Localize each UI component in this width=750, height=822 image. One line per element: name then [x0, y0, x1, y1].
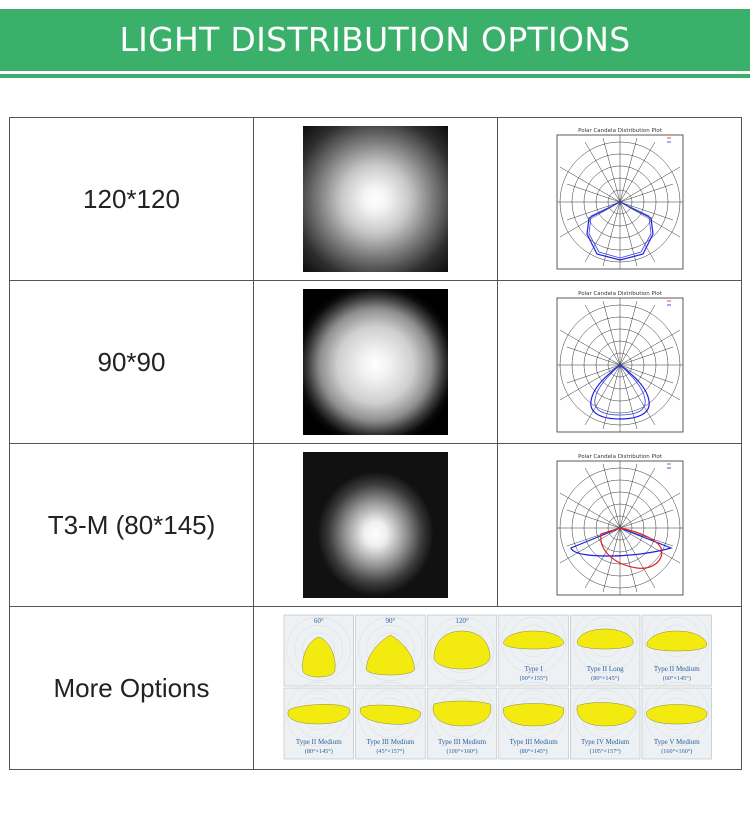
thumbnail-heading: Type V Medium: [653, 738, 699, 746]
thumbnail-caption: (90°×155°): [519, 675, 547, 682]
thumbnail-heading: 120°: [455, 617, 469, 625]
option-label: 120*120: [83, 183, 180, 214]
distribution-thumbnail: Type III Medium (45°×157°): [354, 681, 425, 760]
thumbnail-heading: 90°: [385, 617, 395, 625]
polar-plot-title: Polar Candela Distribution Plot: [578, 454, 663, 460]
distribution-lobe: [645, 704, 707, 725]
distribution-thumbnail: Type I (90°×155°): [498, 614, 569, 687]
more-options-grid: 60° 90° 120° Type I (90°×155°) Type II Long (8…: [283, 614, 713, 762]
distribution-thumbnail: 90°: [354, 614, 425, 687]
thumbnail-heading: Type IV Medium: [581, 738, 630, 746]
thumbnail-caption: (80°×145°): [519, 748, 547, 755]
distribution-lobe: [432, 700, 491, 727]
thumbnail-caption: (45°×157°): [376, 748, 404, 755]
distribution-lobe: [287, 704, 350, 725]
distribution-thumbnail: Type IV Medium (105°×157°): [569, 681, 640, 760]
beam-image-cell: [253, 280, 498, 444]
polar-plot-svg: Polar Candela Distribution Plot: [556, 291, 683, 433]
distribution-thumbnail: 120°: [426, 614, 497, 687]
distribution-thumbnail: Type V Medium (160°×160°): [641, 681, 712, 760]
header-banner: LIGHT DISTRIBUTION OPTIONS: [0, 9, 750, 71]
option-label-cell: 120*120: [9, 117, 254, 281]
thumbnail-heading: Type II Medium: [295, 738, 341, 746]
distribution-thumbnail: Type II Long (80°×145°): [569, 614, 640, 687]
distribution-lobe: [502, 630, 564, 650]
option-label: T3-M (80*145): [47, 509, 216, 540]
distribution-lobe: [502, 703, 564, 727]
table-row: T3-M (80*145) Polar Candela Distribution…: [9, 443, 742, 607]
distribution-thumbnail: Type III Medium (100°×160°): [426, 681, 497, 760]
polar-plot-svg: Polar Candela Distribution Plot: [556, 454, 683, 596]
thumbnail-caption: (160°×160°): [661, 748, 692, 755]
polar-plot-cell: Polar Candela Distribution Plot: [497, 280, 742, 444]
table-row: 90*90 Polar Candela Distribution Plot: [9, 280, 742, 444]
distribution-thumbnail: Type III Medium (80°×145°): [498, 681, 569, 760]
thumbnail-caption: (105°×157°): [589, 748, 620, 755]
header-divider: [0, 74, 750, 78]
polar-plot: Polar Candela Distribution Plot: [549, 126, 691, 272]
page-title: LIGHT DISTRIBUTION OPTIONS: [119, 20, 631, 59]
option-label: More Options: [53, 672, 210, 703]
thumbnail-heading: Type II Long: [586, 665, 623, 673]
distribution-lobe: [365, 634, 415, 676]
beam-image-cell: [253, 443, 498, 607]
thumbnail-heading: Type III Medium: [366, 738, 415, 746]
beam-spot-image: [303, 126, 448, 272]
beam-spot-image: [303, 289, 448, 435]
option-label: 90*90: [97, 346, 166, 377]
thumbnail-caption: (80°×145°): [591, 675, 619, 682]
more-options-cell: 60° 90° 120° Type I (90°×155°) Type II Long (8…: [253, 606, 742, 770]
distribution-lobe: [301, 636, 335, 678]
polar-plot-svg: Polar Candela Distribution Plot: [556, 128, 683, 270]
distribution-thumbnail: Type II Medium (60°×145°): [641, 614, 712, 687]
distribution-lobe: [646, 630, 707, 652]
distribution-lobe: [576, 628, 633, 650]
beam-image-cell: [253, 117, 498, 281]
polar-plot: Polar Candela Distribution Plot: [549, 289, 691, 435]
more-options-svg: 60° 90° 120° Type I (90°×155°) Type II Long (8…: [283, 614, 712, 760]
thumbnail-heading: 60°: [313, 617, 323, 625]
thumbnail-heading: Type I: [524, 665, 543, 673]
thumbnail-caption: (60°×145°): [662, 675, 690, 682]
thumbnail-heading: Type II Medium: [653, 665, 699, 673]
distribution-lobe: [576, 702, 635, 727]
option-label-cell: T3-M (80*145): [9, 443, 254, 607]
option-label-cell: More Options: [9, 606, 254, 770]
thumbnail-caption: (100°×160°): [446, 748, 477, 755]
thumbnail-heading: Type III Medium: [509, 738, 558, 746]
polar-plot-cell: Polar Candela Distribution Plot: [497, 443, 742, 607]
distribution-thumbnail: 60°: [283, 614, 354, 687]
distribution-lobe: [359, 704, 421, 725]
polar-plot-cell: Polar Candela Distribution Plot: [497, 117, 742, 281]
distribution-lobe: [433, 630, 490, 670]
polar-plot: Polar Candela Distribution Plot: [549, 452, 691, 598]
thumbnail-caption: (80°×145°): [304, 748, 332, 755]
distribution-options-table: 120*120 Polar Candela Distribution Plot: [9, 117, 742, 770]
beam-spot-image: [303, 452, 448, 598]
thumbnail-heading: Type III Medium: [437, 738, 486, 746]
polar-plot-title: Polar Candela Distribution Plot: [578, 128, 663, 134]
polar-plot-title: Polar Candela Distribution Plot: [578, 291, 663, 297]
table-row: More Options 60° 90° 120° Type I (90°×155°) T…: [9, 606, 742, 770]
table-row: 120*120 Polar Candela Distribution Plot: [9, 117, 742, 281]
option-label-cell: 90*90: [9, 280, 254, 444]
distribution-thumbnail: Type II Medium (80°×145°): [283, 681, 354, 760]
